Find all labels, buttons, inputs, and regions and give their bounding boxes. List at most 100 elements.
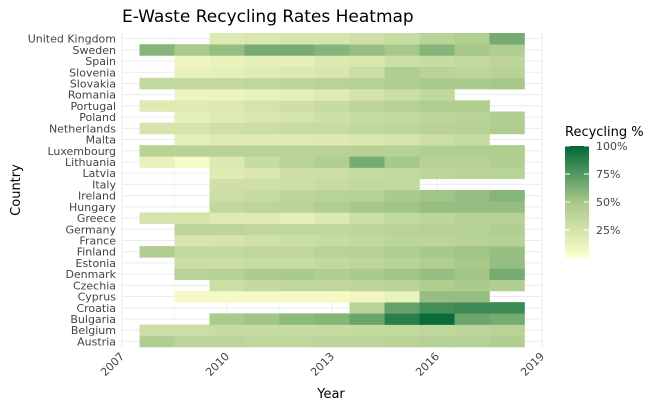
heatmap-cell — [489, 313, 525, 325]
heatmap-cell — [454, 234, 490, 247]
heatmap-cell — [489, 77, 525, 90]
heatmap-cell — [419, 302, 455, 314]
heatmap-cell — [489, 268, 525, 281]
heatmap-cell — [174, 55, 210, 67]
heatmap-cell — [454, 33, 490, 45]
heatmap-cell — [139, 145, 175, 157]
heatmap-cell — [384, 122, 420, 135]
heatmap-cell — [209, 290, 245, 303]
heatmap-cell — [314, 111, 350, 124]
heatmap-cell — [419, 190, 455, 202]
heatmap-cell — [419, 145, 455, 157]
heatmap-cell — [314, 268, 350, 281]
heatmap-cell — [314, 178, 350, 191]
heatmap-cell — [209, 234, 245, 247]
heatmap-cell — [279, 77, 315, 90]
x-tick-label: 2010 — [203, 350, 232, 379]
heatmap-cell — [349, 335, 385, 348]
heatmap-cell — [209, 268, 245, 281]
heatmap-cell — [209, 212, 245, 224]
y-tick-label: Austria — [77, 335, 116, 348]
heatmap-cell — [419, 246, 455, 258]
heatmap-cell — [489, 156, 525, 168]
heatmap-cell — [314, 234, 350, 247]
heatmap-cell — [349, 55, 385, 67]
heatmap-cell — [349, 122, 385, 135]
legend-title: Recycling % — [565, 125, 644, 140]
heatmap-cell — [174, 290, 210, 303]
heatmap-cell — [244, 145, 280, 157]
heatmap-cell — [279, 313, 315, 325]
heatmap-cell — [419, 212, 455, 224]
heatmap-cell — [419, 279, 455, 292]
heatmap-cell — [314, 33, 350, 45]
heatmap-cell — [454, 156, 490, 168]
heatmap-cell — [244, 290, 280, 303]
heatmap-cell — [139, 335, 175, 348]
heatmap-cell — [244, 156, 280, 168]
heatmap-cell — [244, 335, 280, 348]
heatmap-cell — [279, 335, 315, 348]
y-tick-label: Sweden — [73, 44, 116, 57]
heatmap-cell — [349, 33, 385, 45]
heatmap-cell — [454, 145, 490, 157]
heatmap-cell — [419, 268, 455, 281]
heatmap-cell — [384, 324, 420, 337]
heatmap-cell — [314, 167, 350, 180]
heatmap-cell — [454, 190, 490, 202]
heatmap-cell — [209, 257, 245, 269]
heatmap-cell — [454, 55, 490, 67]
heatmap-cell — [279, 167, 315, 180]
heatmap-cell — [314, 44, 350, 56]
heatmap-cell — [174, 122, 210, 135]
heatmap-cell — [349, 279, 385, 292]
y-tick-label: Bulgaria — [70, 313, 116, 326]
heatmap-cell — [419, 66, 455, 79]
heatmap-cell — [489, 246, 525, 258]
heatmap-cell — [489, 223, 525, 236]
heatmap-cell — [174, 234, 210, 247]
y-tick-label: Denmark — [65, 268, 116, 281]
y-tick-label: Slovakia — [70, 77, 116, 90]
y-tick-label: Spain — [85, 55, 116, 68]
heatmap-cell — [489, 111, 525, 124]
heatmap-cell — [139, 122, 175, 135]
heatmap-cell — [209, 66, 245, 79]
heatmap-cell — [419, 313, 455, 325]
heatmap-cell — [244, 167, 280, 180]
heatmap-cell — [349, 246, 385, 258]
heatmap-cell — [349, 324, 385, 337]
heatmap-cell — [209, 279, 245, 292]
heatmap-cell — [419, 77, 455, 90]
y-tick-label: Lithuania — [65, 156, 116, 169]
heatmap-cell — [384, 335, 420, 348]
heatmap-cell — [244, 122, 280, 135]
heatmap-cell — [209, 145, 245, 157]
heatmap-cell — [279, 44, 315, 56]
heatmap-cell — [454, 212, 490, 224]
heatmap-cell — [244, 212, 280, 224]
heatmap-cell — [384, 257, 420, 269]
heatmap-cell — [454, 279, 490, 292]
heatmap-cell — [139, 246, 175, 258]
heatmap-cell — [244, 133, 280, 146]
y-tick-label: Belgium — [71, 324, 116, 337]
y-tick-label: Ireland — [78, 190, 116, 203]
y-tick-label: Netherlands — [49, 122, 116, 135]
y-tick-label: Slovenia — [69, 66, 116, 79]
heatmap-cell — [139, 212, 175, 224]
heatmap-cell — [209, 156, 245, 168]
heatmap-cell — [314, 246, 350, 258]
heatmap-cell — [279, 66, 315, 79]
heatmap-cell — [419, 111, 455, 124]
heatmap-cell — [279, 212, 315, 224]
heatmap-cell — [384, 133, 420, 146]
heatmap-cell — [279, 268, 315, 281]
heatmap-cell — [349, 190, 385, 202]
heatmap-cell — [419, 234, 455, 247]
y-tick-label: Estonia — [76, 257, 117, 270]
heatmap-cell — [384, 279, 420, 292]
y-tick-label: Portugal — [70, 100, 116, 113]
heatmap-cell — [174, 100, 210, 112]
heatmap-cell — [384, 212, 420, 224]
